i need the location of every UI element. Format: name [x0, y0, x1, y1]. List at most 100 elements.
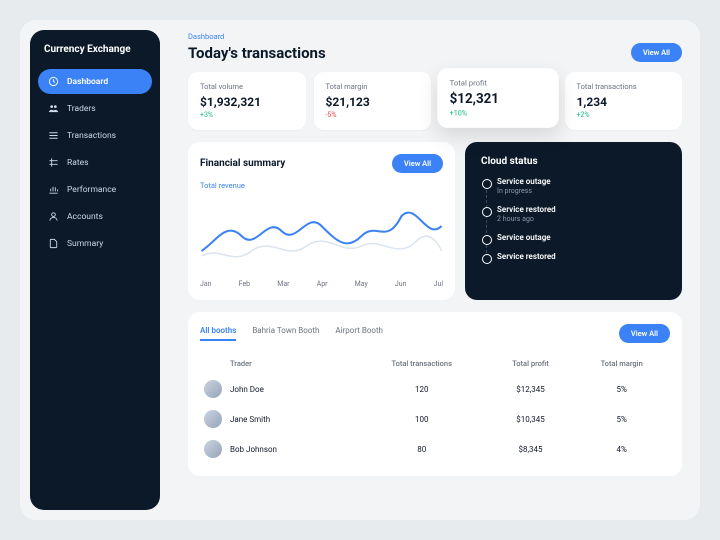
nav: Dashboard Traders Transactions Rates Perform… [38, 69, 152, 256]
avatar [204, 440, 222, 458]
timeline-item: Service outage [497, 233, 668, 242]
chart-view-all-button[interactable]: View All [392, 154, 443, 173]
stat-card: Total transactions 1,234 +2% [565, 72, 683, 130]
brand: Currency Exchange [38, 44, 152, 55]
timeline-item: Service outageIn progress [497, 177, 668, 195]
cell-margin: 4% [573, 434, 670, 464]
col-header: Total profit [488, 353, 574, 374]
stat-delta: +10% [450, 109, 546, 117]
nav-label: Transactions [67, 131, 116, 141]
cell-profit: $10,345 [488, 404, 574, 434]
sidebar-item-rates[interactable]: Rates [38, 150, 152, 175]
stat-value: $1,932,321 [200, 95, 294, 109]
sidebar-item-summary[interactable]: Summary [38, 231, 152, 256]
sidebar-item-accounts[interactable]: Accounts [38, 204, 152, 229]
stat-delta: +2% [577, 111, 671, 119]
month-label: Mar [277, 280, 289, 288]
stat-label: Total margin [326, 82, 420, 91]
tab[interactable]: All booths [200, 326, 236, 341]
month-label: May [355, 280, 368, 288]
timeline-title: Service restored [497, 252, 668, 261]
timeline-sub: 2 hours ago [497, 215, 668, 223]
col-header: Total transactions [356, 353, 488, 374]
chart-x-axis: JanFebMarAprMayJunJul [200, 280, 443, 288]
trader-name: John Doe [230, 385, 264, 394]
stat-label: Total transactions [577, 82, 671, 91]
nav-icon [48, 157, 59, 168]
avatar [204, 410, 222, 428]
col-header: Trader [200, 353, 356, 374]
cell-profit: $12,345 [488, 374, 574, 404]
cloud-status-card: Cloud status Service outageIn progressSe… [465, 142, 682, 300]
table-row[interactable]: Jane Smith 100$10,3455% [200, 404, 670, 434]
nav-label: Traders [67, 104, 96, 114]
page-title: Today's transactions [188, 44, 326, 62]
breadcrumb[interactable]: Dashboard [188, 32, 682, 41]
sidebar-item-dashboard[interactable]: Dashboard [38, 69, 152, 94]
timeline-sub: In progress [497, 187, 668, 195]
tab[interactable]: Bahria Town Booth [252, 326, 319, 341]
nav-label: Accounts [67, 212, 103, 222]
chart-card: Financial summary View All Total revenue… [188, 142, 455, 300]
stat-card: Total volume $1,932,321 +3% [188, 72, 306, 130]
nav-icon [48, 238, 59, 249]
nav-icon [48, 211, 59, 222]
table-view-all-button[interactable]: View All [619, 324, 670, 343]
cell-margin: 5% [573, 404, 670, 434]
stats-row: Total volume $1,932,321 +3% Total margin $21… [188, 72, 682, 130]
cell-tx: 80 [356, 434, 488, 464]
nav-icon [48, 130, 59, 141]
nav-label: Dashboard [67, 77, 108, 87]
sidebar: Currency Exchange Dashboard Traders Transa… [30, 30, 160, 510]
cloud-title: Cloud status [481, 156, 668, 167]
traders-table: TraderTotal transactionsTotal profitTota… [200, 353, 670, 464]
tabs: All booths Bahria Town Booth Airport Booth [200, 326, 383, 341]
tab[interactable]: Airport Booth [335, 326, 383, 341]
chart-subtitle: Total revenue [200, 181, 443, 190]
stat-value: 1,234 [577, 95, 671, 109]
trader-name: Jane Smith [230, 415, 270, 424]
chart-title: Financial summary [200, 158, 285, 169]
avatar [204, 380, 222, 398]
nav-icon [48, 103, 59, 114]
timeline-title: Service outage [497, 177, 668, 186]
month-label: Feb [239, 280, 250, 288]
booths-table-card: All booths Bahria Town Booth Airport Booth… [188, 312, 682, 476]
cloud-timeline: Service outageIn progressService restore… [481, 177, 668, 261]
nav-label: Rates [67, 158, 89, 168]
stat-delta: +3% [200, 111, 294, 119]
stat-value: $21,123 [326, 95, 420, 109]
month-label: Apr [317, 280, 328, 288]
timeline-title: Service outage [497, 233, 668, 242]
nav-label: Performance [67, 185, 116, 195]
cell-tx: 100 [356, 404, 488, 434]
cell-margin: 5% [573, 374, 670, 404]
month-label: Jul [434, 280, 443, 288]
sidebar-item-transactions[interactable]: Transactions [38, 123, 152, 148]
col-header: Total margin [573, 353, 670, 374]
stat-value: $12,321 [450, 92, 546, 107]
cell-tx: 120 [356, 374, 488, 404]
line-chart [200, 196, 443, 276]
nav-icon [48, 184, 59, 195]
month-label: Jun [395, 280, 407, 288]
table-row[interactable]: Bob Johnson 80$8,3454% [200, 434, 670, 464]
stat-label: Total profit [450, 78, 546, 87]
view-all-button[interactable]: View All [631, 43, 682, 62]
trader-name: Bob Johnson [230, 445, 277, 454]
table-row[interactable]: John Doe 120$12,3455% [200, 374, 670, 404]
stat-label: Total volume [200, 82, 294, 91]
timeline-title: Service restored [497, 205, 668, 214]
cell-profit: $8,345 [488, 434, 574, 464]
app-shell: Currency Exchange Dashboard Traders Transa… [20, 20, 700, 520]
sidebar-item-performance[interactable]: Performance [38, 177, 152, 202]
stat-delta: -5% [326, 111, 420, 119]
timeline-item: Service restored [497, 252, 668, 261]
middle-row: Financial summary View All Total revenue… [188, 142, 682, 300]
nav-label: Summary [67, 239, 103, 249]
sidebar-item-traders[interactable]: Traders [38, 96, 152, 121]
timeline-item: Service restored2 hours ago [497, 205, 668, 223]
stat-card: Total profit $12,321 +10% [437, 68, 558, 128]
stat-card: Total margin $21,123 -5% [314, 72, 432, 130]
header-row: Today's transactions View All [188, 43, 682, 62]
